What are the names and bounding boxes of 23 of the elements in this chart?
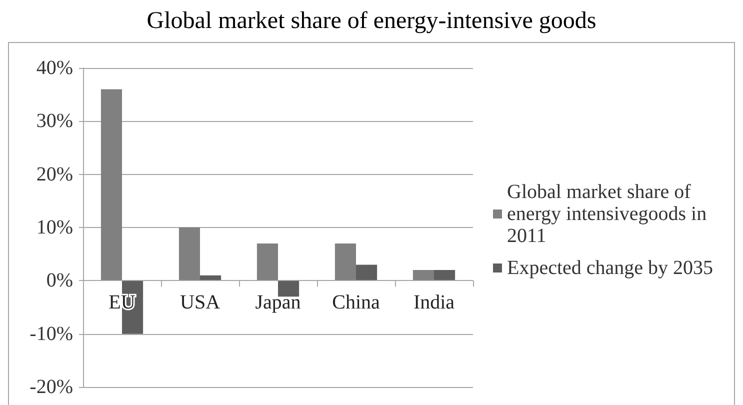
x-tick-label: EU: [108, 291, 136, 314]
y-tick-label: 30%: [36, 110, 73, 132]
bar: [278, 280, 300, 297]
y-tick-label: 0%: [46, 270, 73, 292]
bar: [334, 243, 356, 281]
bar: [434, 270, 456, 281]
chart-title: Global market share of energy-intensive goods: [146, 8, 596, 34]
y-tick-label: 20%: [36, 163, 73, 186]
y-tick-label: 40%: [36, 57, 73, 79]
bar: [178, 228, 200, 281]
y-tick-label: 10%: [36, 216, 73, 238]
bar: [256, 243, 278, 281]
bar: [412, 270, 434, 281]
x-tick-label: USA: [180, 291, 221, 314]
bar: [356, 264, 378, 281]
x-tick-label: India: [413, 291, 455, 314]
legend-label: Global market share of energy intensivegoods in 2011: [507, 181, 712, 247]
x-tick-label: Japan: [255, 291, 301, 314]
bar: [100, 89, 122, 281]
y-tick-label: -20%: [30, 376, 73, 398]
x-tick-label: China: [332, 291, 380, 314]
y-tick-label: -10%: [30, 322, 73, 345]
legend-label: Expected change by 2035: [507, 257, 714, 279]
